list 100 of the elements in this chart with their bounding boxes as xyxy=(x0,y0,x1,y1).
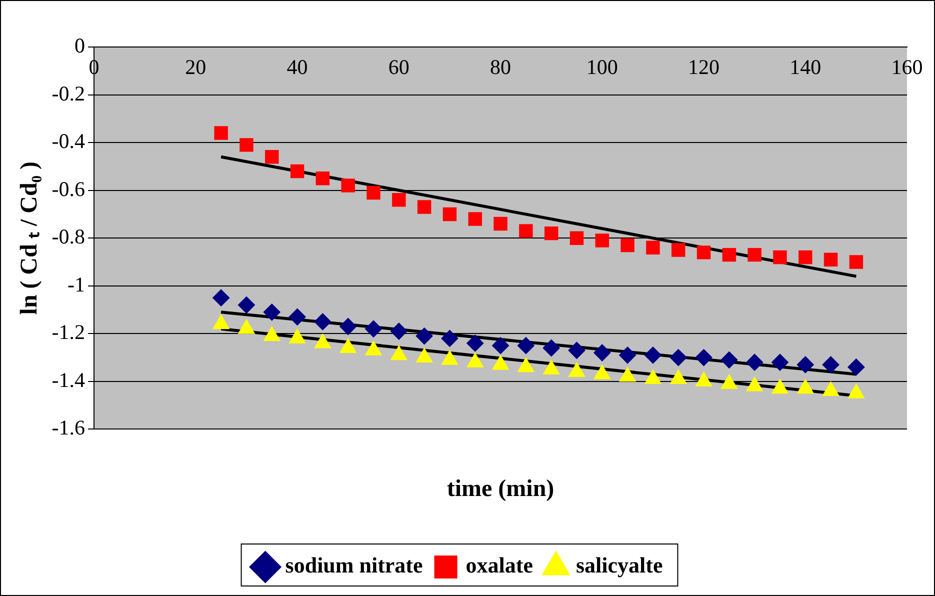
point xyxy=(212,289,230,306)
point xyxy=(670,370,687,384)
point xyxy=(365,340,382,356)
point xyxy=(390,322,408,340)
point xyxy=(722,248,736,262)
point xyxy=(773,250,787,264)
y-tick-label: -0.4 xyxy=(52,129,86,154)
y-tick-label: -0.6 xyxy=(52,176,86,201)
point xyxy=(720,374,738,389)
point xyxy=(619,367,636,382)
point xyxy=(492,337,510,354)
point xyxy=(720,351,738,368)
point xyxy=(288,328,306,344)
point xyxy=(518,358,534,372)
point xyxy=(543,360,560,374)
point xyxy=(340,318,357,335)
point xyxy=(695,349,712,366)
point xyxy=(314,334,331,348)
point xyxy=(263,304,280,321)
point xyxy=(822,381,840,396)
point xyxy=(390,346,408,360)
x-tick-label: 20 xyxy=(185,55,206,80)
point xyxy=(314,313,332,330)
y-tick-label: -1.6 xyxy=(52,416,86,440)
point xyxy=(646,240,660,255)
point xyxy=(542,339,560,356)
point xyxy=(695,372,712,386)
x-tick-label: 160 xyxy=(891,55,923,80)
point xyxy=(570,231,584,245)
x-tick-label: 80 xyxy=(490,55,512,80)
point xyxy=(416,348,433,363)
point xyxy=(212,314,230,330)
y-tick-label: -1.4 xyxy=(52,368,86,392)
point xyxy=(797,379,814,394)
point xyxy=(238,319,255,334)
point xyxy=(366,186,380,200)
point xyxy=(671,243,686,257)
point xyxy=(416,328,433,345)
point xyxy=(265,150,279,164)
point xyxy=(771,354,788,371)
point xyxy=(264,326,280,342)
point xyxy=(594,344,611,362)
point xyxy=(796,356,814,374)
point xyxy=(290,164,304,178)
point xyxy=(240,138,254,152)
point xyxy=(746,354,764,371)
y-tick-label: -1 xyxy=(68,272,86,296)
point xyxy=(494,216,508,231)
point xyxy=(492,355,509,370)
point xyxy=(568,362,586,377)
point xyxy=(798,250,812,264)
point xyxy=(442,207,457,222)
x-tick-label: 100 xyxy=(586,55,618,80)
legend-label: oxalate xyxy=(466,552,534,578)
point xyxy=(619,346,636,364)
x-tick-label: 60 xyxy=(388,55,410,80)
point xyxy=(392,193,406,207)
y-tick-label: -1.2 xyxy=(52,320,86,344)
point xyxy=(772,379,788,394)
point xyxy=(746,376,763,392)
point xyxy=(316,172,330,186)
x-tick-label: 140 xyxy=(790,55,822,80)
point xyxy=(466,352,484,368)
point xyxy=(670,349,687,366)
point xyxy=(644,346,662,364)
point xyxy=(568,342,586,359)
y-tick-label: 0 xyxy=(74,34,86,58)
point xyxy=(517,337,534,354)
y-tick-label: -0.8 xyxy=(52,224,86,249)
point xyxy=(364,320,382,338)
y-axis-title: ln ( Cd ₜ / Cd₀ ) xyxy=(16,161,43,315)
point xyxy=(620,238,634,252)
point xyxy=(214,126,228,140)
point xyxy=(238,296,255,314)
point xyxy=(519,224,533,238)
x-axis-title: time (min) xyxy=(446,476,554,502)
point xyxy=(696,246,711,260)
point xyxy=(594,364,610,380)
y-tick-label: -0.2 xyxy=(52,81,86,106)
legend-label: salicyalte xyxy=(576,552,663,578)
point xyxy=(417,200,432,214)
point xyxy=(849,255,864,269)
point xyxy=(822,356,840,374)
point xyxy=(848,358,865,376)
point xyxy=(468,212,482,226)
point xyxy=(748,248,762,262)
point xyxy=(341,178,355,192)
point xyxy=(340,338,356,353)
x-tick-label: 120 xyxy=(688,55,720,80)
x-tick-label: 40 xyxy=(286,55,308,80)
point xyxy=(466,334,484,352)
point xyxy=(644,370,662,384)
point xyxy=(441,330,458,347)
point xyxy=(595,234,610,248)
point xyxy=(288,308,306,326)
point xyxy=(824,252,838,266)
legend-label: sodium nitrate xyxy=(285,552,424,578)
point xyxy=(441,350,458,365)
point xyxy=(848,384,864,398)
point xyxy=(544,226,558,240)
